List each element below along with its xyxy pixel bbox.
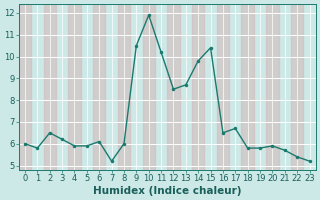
Bar [93, 4, 105, 170]
Bar [266, 4, 279, 170]
Bar [19, 4, 31, 170]
Bar [217, 4, 229, 170]
Bar [68, 4, 81, 170]
Bar [291, 4, 303, 170]
Bar [242, 4, 254, 170]
Bar [44, 4, 56, 170]
Bar [192, 4, 204, 170]
Bar [167, 4, 180, 170]
Bar [142, 4, 155, 170]
X-axis label: Humidex (Indice chaleur): Humidex (Indice chaleur) [93, 186, 242, 196]
Bar [118, 4, 130, 170]
